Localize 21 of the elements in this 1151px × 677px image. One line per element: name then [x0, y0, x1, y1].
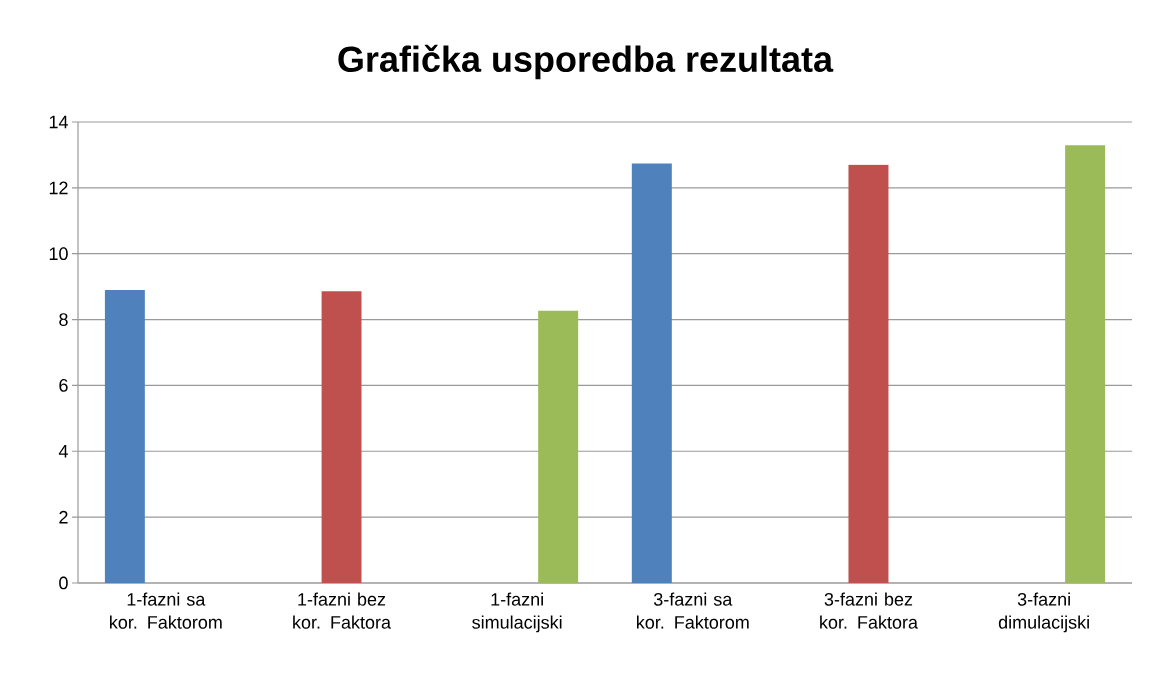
- y-tick-label: 8: [59, 313, 68, 326]
- bar: [631, 163, 672, 583]
- x-tick-label: 1-fazni simulacijski: [472, 592, 562, 633]
- y-tick-label: 2: [59, 510, 68, 524]
- y-tick-label: 4: [58, 445, 68, 458]
- chart-title: Grafička usporedba rezultata: [338, 44, 834, 80]
- y-tick-label: 0: [59, 576, 68, 590]
- bar: [1065, 145, 1106, 583]
- x-tick-label: 1-fazni bez kor. Faktora: [293, 592, 391, 629]
- bar: [538, 310, 579, 583]
- x-tick-label: 3-fazni sa kor. Faktorom: [637, 592, 749, 629]
- y-tick-label: 14: [49, 115, 68, 129]
- y-tick-label: 6: [59, 379, 68, 392]
- y-tick-label: 10: [49, 247, 68, 261]
- bar: [848, 164, 889, 583]
- bar: [104, 289, 145, 583]
- x-tick-label: 3-fazni dimulacijski: [998, 592, 1089, 633]
- x-tick-label: 1-fazni sa kor. Faktorom: [110, 592, 222, 629]
- y-tick-label: 12: [49, 181, 68, 195]
- x-tick-label: 3-fazni bez kor. Faktora: [820, 592, 918, 629]
- bar: [321, 291, 362, 583]
